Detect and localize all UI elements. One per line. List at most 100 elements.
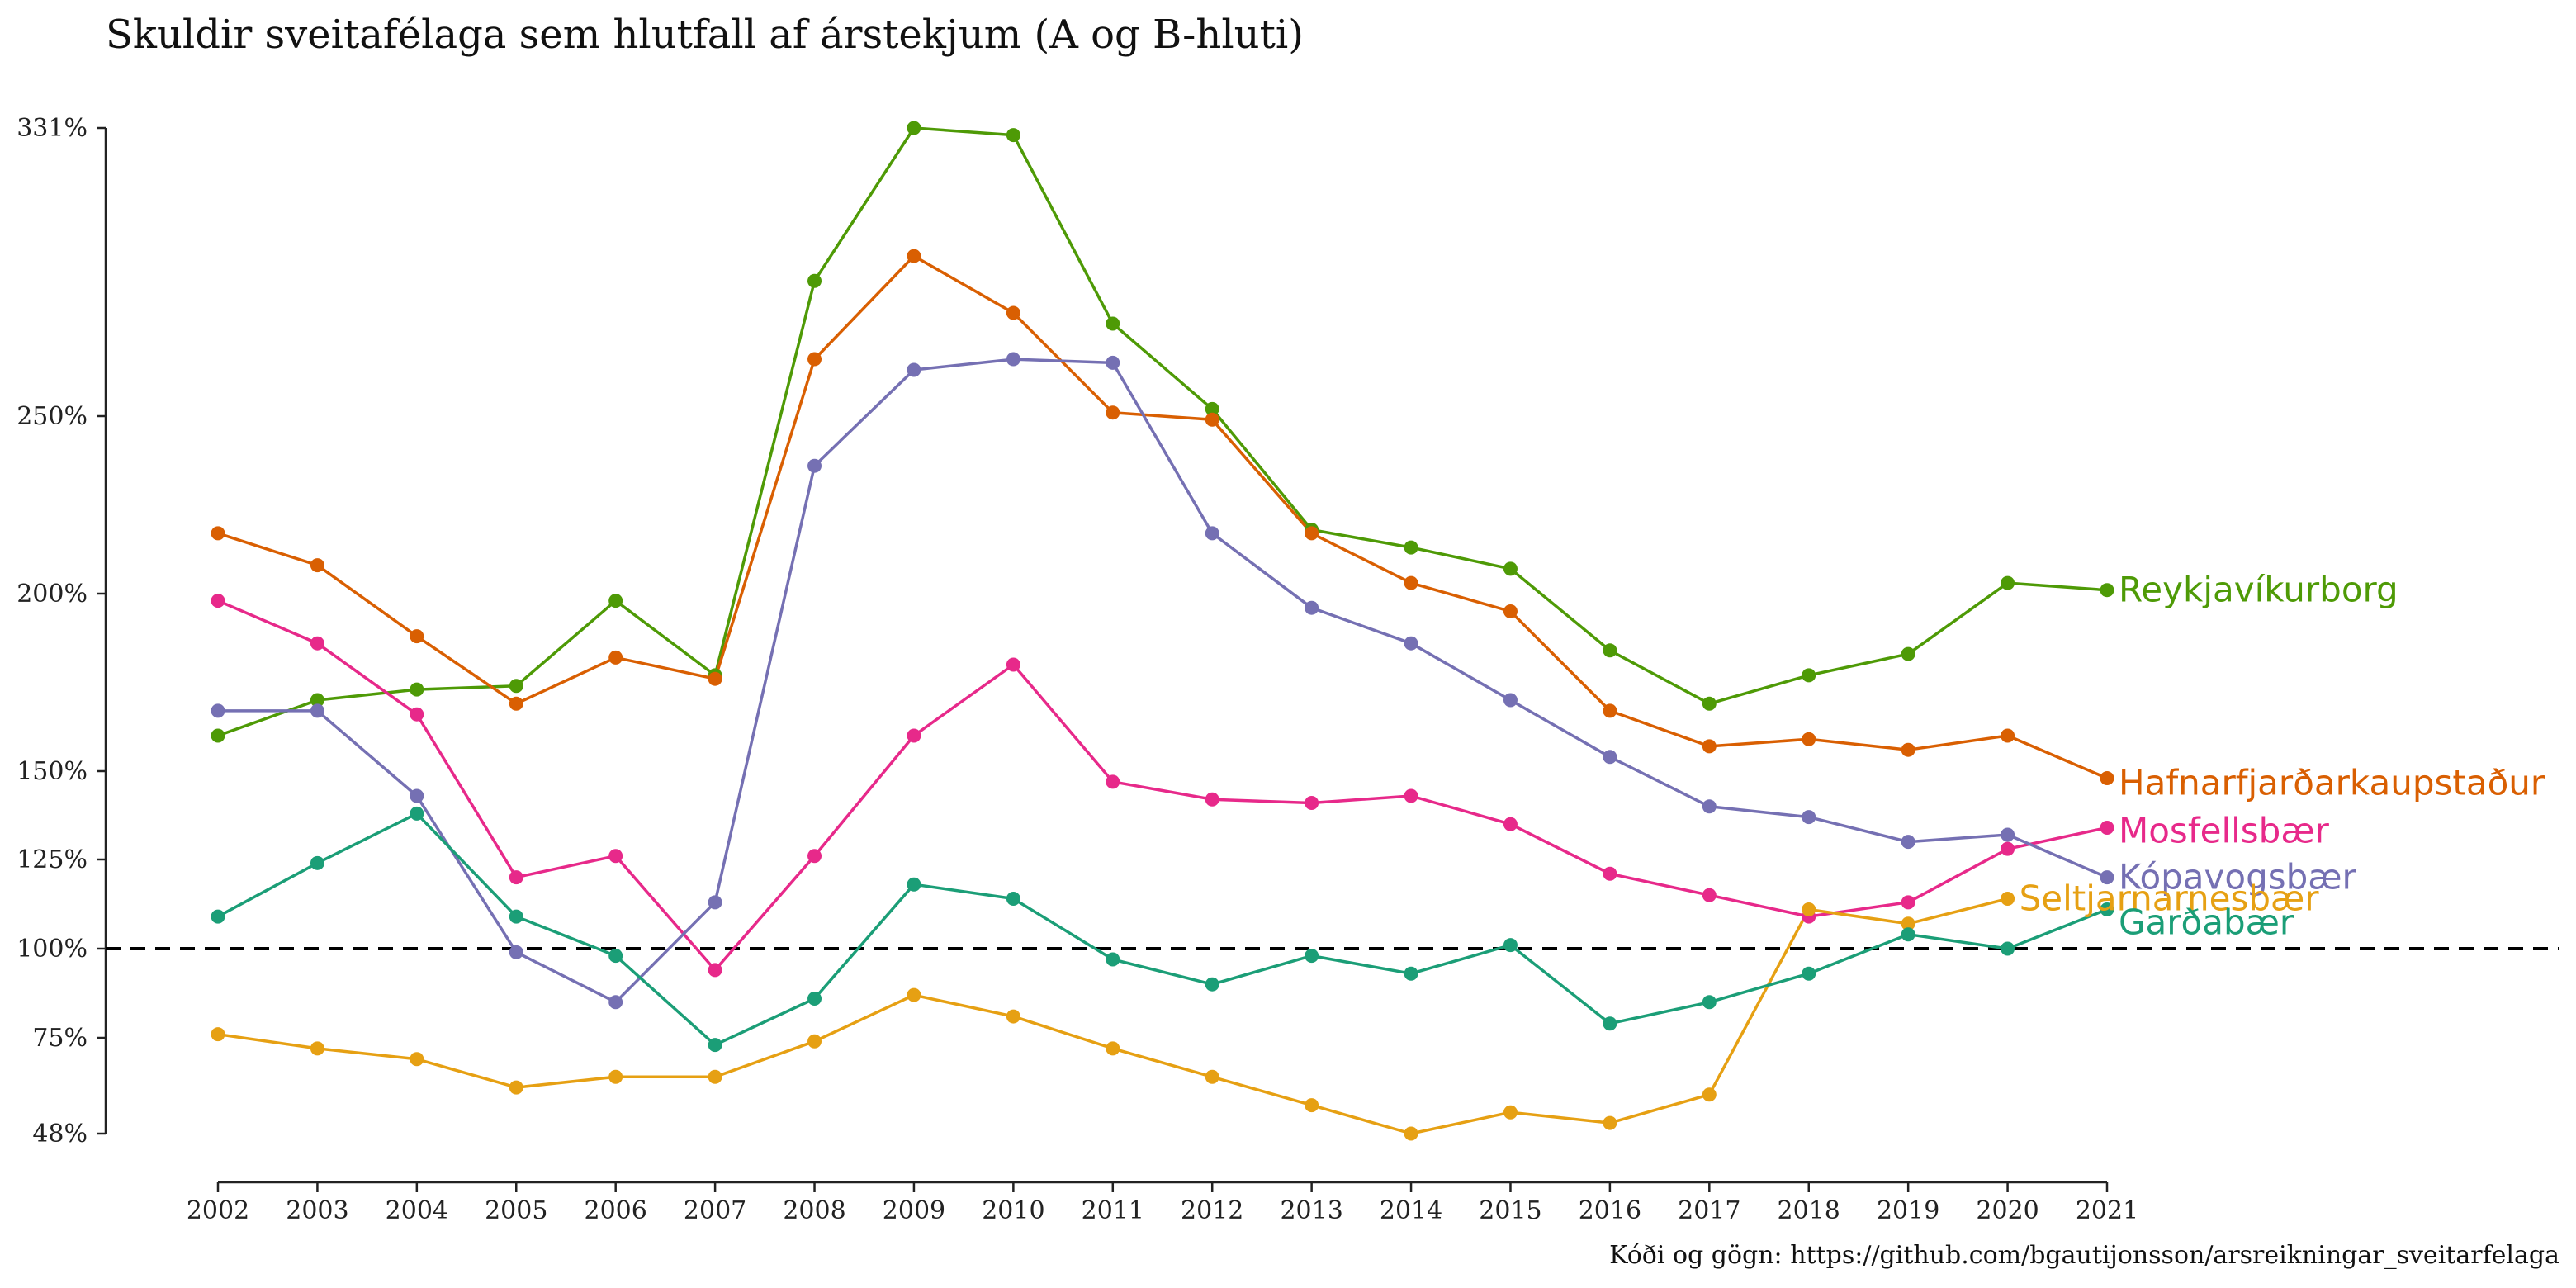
data-point-gar-ab-r bbox=[509, 909, 523, 924]
x-tick-label: 2005 bbox=[485, 1196, 547, 1225]
x-tick-label: 2007 bbox=[684, 1196, 746, 1225]
data-point-gar-ab-r bbox=[907, 877, 921, 892]
data-point-ko-pavogsb-r bbox=[410, 788, 424, 803]
data-point-gar-ab-r bbox=[1305, 949, 1319, 964]
data-point-hafnarfjar-arkaupsta-ur bbox=[2001, 728, 2015, 743]
series-label-mosfellsb-r: Mosfellsbær bbox=[2119, 810, 2330, 850]
data-point-seltjarnarnesb-r bbox=[2001, 892, 2015, 907]
data-point-seltjarnarnesb-r bbox=[1702, 1087, 1717, 1102]
data-point-mosfellsb-r bbox=[708, 963, 722, 978]
x-tick-label: 2004 bbox=[386, 1196, 448, 1225]
x-tick-label: 2014 bbox=[1380, 1196, 1442, 1225]
data-point-seltjarnarnesb-r bbox=[1404, 1126, 1418, 1141]
series-line-gar-ab-r bbox=[217, 812, 2108, 1047]
x-tick-label: 2021 bbox=[2076, 1196, 2138, 1225]
x-tick-label: 2006 bbox=[585, 1196, 647, 1225]
data-point-seltjarnarnesb-r bbox=[708, 1069, 722, 1084]
data-point-gar-ab-r bbox=[807, 991, 822, 1006]
data-point-gar-ab-r bbox=[1802, 966, 1816, 981]
data-point-seltjarnarnesb-r bbox=[1006, 1009, 1020, 1024]
data-point-reykjavi-kurborg bbox=[1503, 561, 1518, 576]
data-point-mosfellsb-r bbox=[2001, 841, 2015, 856]
x-tick-label: 2003 bbox=[286, 1196, 348, 1225]
data-point-gar-ab-r bbox=[211, 909, 225, 924]
data-point-reykjavi-kurborg bbox=[1106, 316, 1120, 331]
data-point-gar-ab-r bbox=[1603, 1016, 1617, 1031]
axes: 48% 75% 100% 125% 150% 200% 250% 331% 2002 2003 20… bbox=[17, 114, 2138, 1225]
series-points bbox=[211, 121, 2114, 1141]
data-point-seltjarnarnesb-r bbox=[1503, 1105, 1518, 1120]
data-point-reykjavi-kurborg bbox=[1702, 696, 1717, 711]
data-point-mosfellsb-r bbox=[1305, 796, 1319, 811]
series-line-mosfellsb-r bbox=[217, 599, 2108, 972]
series-label-hafnarfjar-arkaupsta-ur: Hafnarfjarðarkaupstaður bbox=[2119, 763, 2545, 803]
data-point-seltjarnarnesb-r bbox=[1305, 1098, 1319, 1113]
data-point-reykjavi-kurborg bbox=[2100, 583, 2114, 598]
data-point-gar-ab-r bbox=[1503, 938, 1518, 953]
data-point-ko-pavogsb-r bbox=[2100, 870, 2114, 885]
data-point-ko-pavogsb-r bbox=[1603, 750, 1617, 765]
x-tick-label: 2011 bbox=[1082, 1196, 1144, 1225]
data-point-mosfellsb-r bbox=[1205, 792, 1219, 807]
data-point-mosfellsb-r bbox=[608, 849, 623, 864]
data-point-hafnarfjar-arkaupsta-ur bbox=[211, 526, 225, 541]
data-point-hafnarfjar-arkaupsta-ur bbox=[608, 650, 623, 665]
data-point-hafnarfjar-arkaupsta-ur bbox=[509, 696, 523, 711]
data-point-reykjavi-kurborg bbox=[608, 594, 623, 608]
chart-title: Skuldir sveitafélaga sem hlutfall af árs… bbox=[106, 12, 1304, 58]
data-point-hafnarfjar-arkaupsta-ur bbox=[1503, 604, 1518, 618]
series-label-ko-pavogsb-r: Kópavogsbær bbox=[2119, 857, 2357, 897]
x-tick-label: 2020 bbox=[1976, 1196, 2039, 1225]
data-point-ko-pavogsb-r bbox=[2001, 827, 2015, 842]
data-point-ko-pavogsb-r bbox=[1503, 693, 1518, 708]
series-line-ko-pavogsb-r bbox=[218, 358, 2108, 1004]
series-label-gar-ab-r: Garðabær bbox=[2119, 902, 2294, 942]
data-point-ko-pavogsb-r bbox=[1404, 636, 1418, 651]
y-tick-label: 331% bbox=[17, 114, 88, 143]
data-point-seltjarnarnesb-r bbox=[1205, 1069, 1219, 1084]
data-point-reykjavi-kurborg bbox=[1404, 540, 1418, 555]
data-point-mosfellsb-r bbox=[1404, 788, 1418, 803]
data-point-mosfellsb-r bbox=[1901, 895, 1915, 910]
data-point-gar-ab-r bbox=[2100, 902, 2114, 916]
series-line-hafnarfjar-arkaupsta-ur bbox=[217, 254, 2108, 780]
data-point-seltjarnarnesb-r bbox=[807, 1034, 822, 1049]
data-point-gar-ab-r bbox=[1106, 952, 1120, 967]
data-point-ko-pavogsb-r bbox=[907, 362, 921, 377]
data-point-reykjavi-kurborg bbox=[807, 273, 822, 288]
series-end-labels: Reykjavíkurborg Hafnarfjarðarkaupstaður Mo… bbox=[2020, 570, 2545, 943]
data-point-gar-ab-r bbox=[410, 806, 424, 821]
data-point-reykjavi-kurborg bbox=[211, 728, 225, 743]
data-point-ko-pavogsb-r bbox=[807, 458, 822, 473]
data-point-mosfellsb-r bbox=[907, 728, 921, 743]
data-point-hafnarfjar-arkaupsta-ur bbox=[807, 352, 822, 367]
data-point-hafnarfjar-arkaupsta-ur bbox=[1106, 405, 1120, 420]
x-tick-label: 2002 bbox=[187, 1196, 249, 1225]
data-point-mosfellsb-r bbox=[1603, 866, 1617, 881]
data-point-mosfellsb-r bbox=[1503, 817, 1518, 831]
x-tick-label: 2019 bbox=[1877, 1196, 1939, 1225]
data-point-seltjarnarnesb-r bbox=[608, 1069, 623, 1084]
x-tick-label: 2008 bbox=[783, 1196, 845, 1225]
y-tick-label: 75% bbox=[32, 1024, 88, 1053]
y-tick-label: 250% bbox=[17, 402, 88, 431]
data-point-seltjarnarnesb-r bbox=[1106, 1041, 1120, 1056]
series-label-reykjavi-kurborg: Reykjavíkurborg bbox=[2119, 570, 2398, 610]
series-label-seltjarnarnesb-r: Seltjarnarnesbær bbox=[2020, 878, 2320, 919]
series-line-seltjarnarnesb-r bbox=[217, 897, 2009, 1135]
data-point-ko-pavogsb-r bbox=[509, 945, 523, 959]
data-point-reykjavi-kurborg bbox=[1006, 128, 1020, 143]
data-point-mosfellsb-r bbox=[2100, 820, 2114, 835]
data-point-reykjavi-kurborg bbox=[509, 679, 523, 694]
data-point-mosfellsb-r bbox=[1702, 888, 1717, 902]
data-point-hafnarfjar-arkaupsta-ur bbox=[1802, 732, 1816, 746]
data-point-seltjarnarnesb-r bbox=[509, 1080, 523, 1095]
series-line-reykjavi-kurborg bbox=[217, 126, 2108, 737]
x-tick-label: 2017 bbox=[1678, 1196, 1740, 1225]
data-point-hafnarfjar-arkaupsta-ur bbox=[2100, 771, 2114, 786]
data-point-gar-ab-r bbox=[2001, 941, 2015, 956]
data-point-ko-pavogsb-r bbox=[310, 703, 324, 718]
data-point-hafnarfjar-arkaupsta-ur bbox=[708, 671, 722, 686]
data-point-gar-ab-r bbox=[1404, 966, 1418, 981]
